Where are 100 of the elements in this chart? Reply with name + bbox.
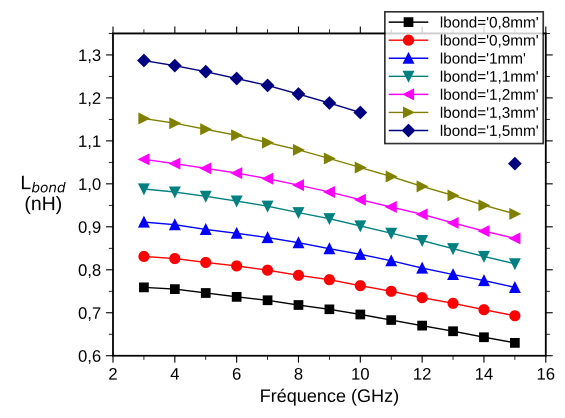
- point: [386, 228, 397, 239]
- point: [478, 250, 490, 262]
- point: [386, 286, 397, 297]
- point: [478, 274, 490, 286]
- point: [260, 78, 274, 92]
- point: [447, 298, 459, 309]
- y-tick-label: 0,6: [78, 350, 100, 364]
- point: [322, 96, 336, 110]
- point: [386, 170, 397, 182]
- point: [354, 106, 367, 120]
- point: [139, 282, 149, 292]
- point: [324, 186, 335, 198]
- point: [138, 250, 150, 262]
- point: [324, 243, 335, 254]
- point: [231, 168, 242, 179]
- point: [324, 152, 335, 164]
- point: [447, 243, 459, 254]
- point: [292, 87, 306, 101]
- point: [354, 248, 366, 260]
- point: [138, 154, 150, 165]
- point: [479, 332, 489, 342]
- point: [416, 208, 428, 220]
- point: [200, 224, 212, 235]
- point: [138, 112, 150, 124]
- point: [168, 59, 182, 72]
- point: [292, 207, 304, 218]
- point: [416, 292, 428, 304]
- point: [231, 130, 242, 141]
- y-tick-label: 0,8: [78, 264, 100, 278]
- point: [262, 137, 274, 148]
- point: [386, 315, 396, 325]
- point: [509, 232, 520, 244]
- y-tick-label: 1,3: [79, 49, 100, 64]
- x-tick-label: 6: [232, 368, 241, 380]
- point: [200, 190, 212, 202]
- point: [448, 326, 458, 336]
- point: [138, 216, 150, 228]
- point: [447, 190, 459, 201]
- point: [478, 200, 490, 211]
- x-tick-label: 12: [414, 368, 431, 380]
- legend-label: lbond='1,1mm': [440, 70, 538, 84]
- point: [169, 253, 180, 264]
- point: [200, 124, 212, 135]
- point: [199, 65, 212, 78]
- point: [231, 195, 242, 207]
- point: [354, 194, 366, 206]
- point: [262, 295, 272, 306]
- point: [416, 235, 428, 246]
- y-tick-label: 1,2: [79, 92, 100, 106]
- x-tick-label: 4: [170, 368, 179, 380]
- y-tick-label: 0,9: [78, 221, 100, 235]
- y-tick-label: 1,0: [79, 178, 101, 192]
- point: [262, 200, 274, 212]
- point: [169, 219, 180, 230]
- x-tick-label: 8: [294, 368, 302, 380]
- point: [138, 183, 150, 195]
- point: [169, 158, 180, 170]
- legend-label: lbond='1,5mm': [440, 124, 538, 138]
- point: [478, 226, 490, 237]
- x-axis-title: Fréquence (GHz): [261, 388, 398, 406]
- point: [509, 258, 520, 270]
- x-tick-label: 10: [352, 368, 369, 380]
- point: [262, 264, 274, 276]
- y-tick-label: 0,7: [78, 307, 100, 321]
- point: [354, 220, 366, 232]
- y-tick-label: 1,1: [79, 135, 100, 150]
- x-tick-label: 14: [476, 368, 493, 380]
- point: [169, 186, 180, 198]
- point: [386, 255, 397, 266]
- point: [354, 280, 366, 292]
- legend-label: lbond='1mm': [440, 52, 526, 64]
- point: [230, 72, 244, 86]
- point: [262, 173, 274, 184]
- legend-label: lbond='0,9mm': [440, 34, 538, 48]
- point: [510, 338, 520, 348]
- point: [324, 304, 334, 314]
- x-tick-label: 16: [538, 368, 554, 380]
- point: [386, 201, 397, 213]
- point: [509, 282, 520, 293]
- legend-label: lbond='1,2mm': [440, 88, 538, 102]
- point: [416, 262, 428, 274]
- point: [355, 310, 366, 320]
- point: [416, 180, 428, 192]
- point: [447, 217, 459, 228]
- point: [231, 228, 242, 239]
- point: [294, 300, 304, 310]
- point: [232, 292, 242, 302]
- legend-label: lbond='0,8mm': [440, 16, 538, 30]
- point: [137, 54, 150, 68]
- point: [478, 304, 490, 316]
- x-tick-label: 2: [109, 368, 117, 380]
- y-axis-title: L$_{bond}$ (nH): [22, 176, 66, 214]
- point: [231, 260, 242, 272]
- point: [292, 237, 304, 248]
- point: [508, 157, 522, 170]
- point: [509, 310, 520, 322]
- point: [292, 270, 304, 281]
- point: [169, 118, 180, 129]
- point: [292, 144, 304, 156]
- point: [292, 180, 304, 191]
